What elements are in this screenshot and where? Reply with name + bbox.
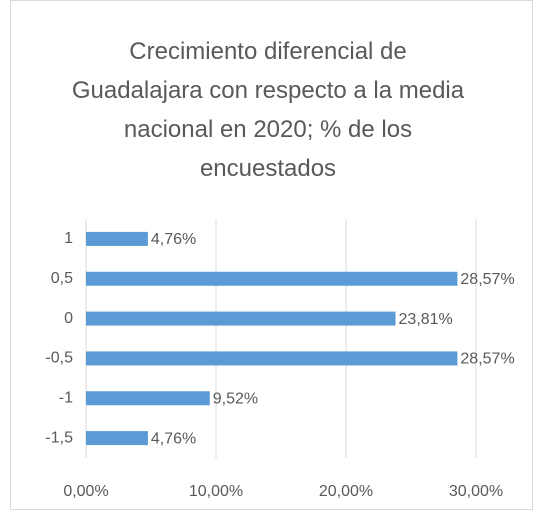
bar [86,311,396,326]
data-label: 4,76% [151,231,196,248]
y-tick-label: -1,5 [45,429,73,446]
bar [86,431,148,446]
x-tick-label: 0,00% [63,483,108,500]
x-tick-label: 30,00% [449,483,503,500]
y-tick-label: -1 [59,389,73,406]
y-tick-label: 0 [64,310,73,327]
data-label: 4,76% [151,430,196,447]
data-label: 23,81% [399,311,453,328]
y-tick-label: 1 [64,230,73,247]
x-tick-label: 20,00% [319,483,373,500]
data-label: 28,57% [460,271,514,288]
y-tick-label: -0,5 [45,350,73,367]
bar [86,391,210,406]
bar [86,271,458,286]
chart-title: Crecimiento diferencial de Guadalajara c… [71,38,465,182]
data-label: 28,57% [460,351,514,368]
bar [86,231,148,246]
bar [86,351,458,366]
x-tick-label: 10,00% [189,483,243,500]
data-label: 9,52% [213,390,258,407]
y-tick-label: 0,5 [51,270,73,287]
